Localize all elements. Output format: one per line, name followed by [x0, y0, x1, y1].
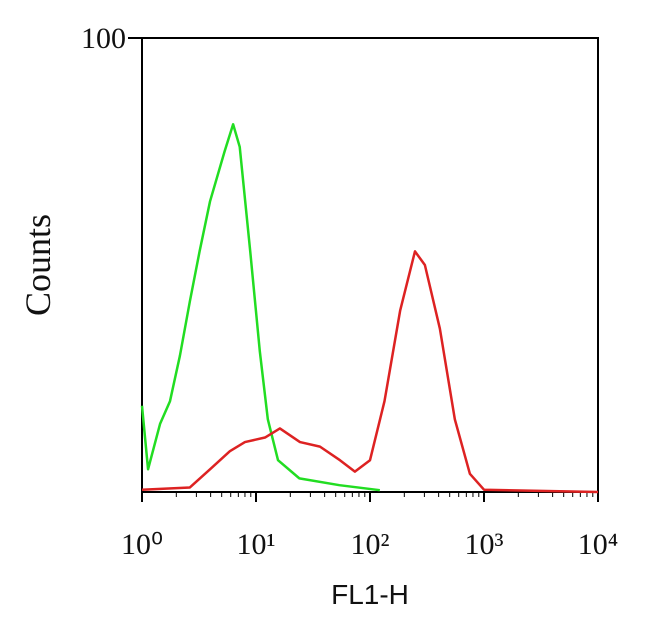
histogram-line: [140, 123, 380, 492]
histogram-line: [141, 250, 599, 494]
x-tick-label: 10³: [465, 528, 504, 561]
x-tick-label: 10¹: [237, 528, 276, 561]
x-tick-label: 10⁰: [121, 528, 163, 561]
x-tick-label: 10⁴: [578, 528, 618, 561]
y-axis-label: Counts: [18, 214, 58, 316]
plot-frame: [141, 37, 599, 493]
x-tick-label: 10²: [351, 528, 390, 561]
y-tick-label: 100: [81, 22, 126, 55]
x-axis-label: FL1-H: [331, 579, 409, 610]
